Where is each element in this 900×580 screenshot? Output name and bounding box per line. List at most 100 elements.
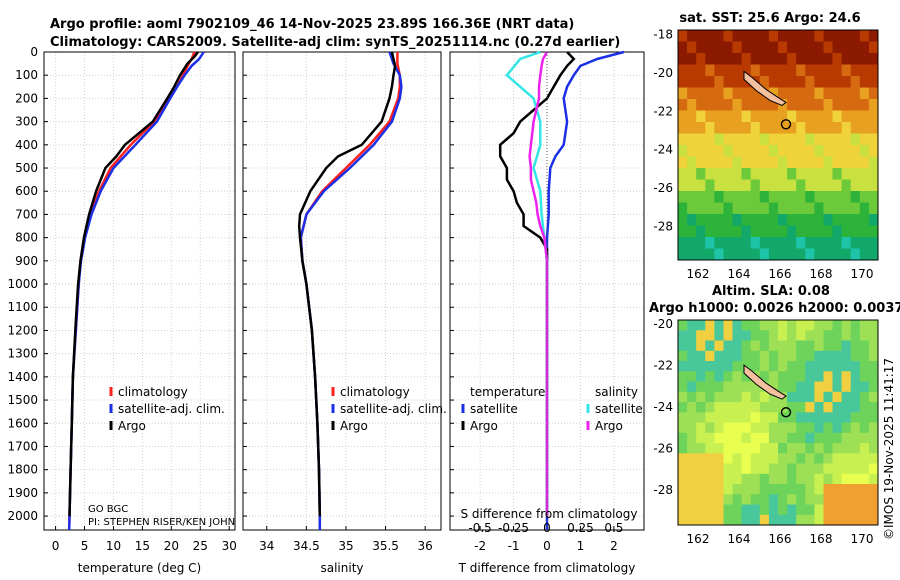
map-cell bbox=[714, 99, 725, 112]
map-cell bbox=[778, 422, 788, 434]
map-cell bbox=[705, 225, 715, 238]
map-cell bbox=[814, 202, 825, 215]
map-cell bbox=[687, 99, 697, 112]
map-cell bbox=[778, 214, 788, 227]
map-cell bbox=[741, 391, 752, 403]
map-cell bbox=[750, 330, 761, 342]
map-cell bbox=[696, 41, 706, 54]
map-cell bbox=[705, 64, 715, 77]
legend-label: satellite bbox=[470, 402, 518, 416]
map-cell bbox=[768, 202, 779, 215]
map-cell bbox=[768, 225, 779, 238]
map-y-tick-label: -28 bbox=[653, 219, 673, 233]
y-tick-label: 200 bbox=[15, 91, 38, 105]
map-cell bbox=[850, 133, 861, 146]
map-cell bbox=[850, 145, 861, 158]
map-cell bbox=[778, 179, 788, 192]
legend-label: Argo bbox=[118, 419, 146, 433]
map-cell bbox=[714, 110, 725, 123]
map-cell bbox=[778, 156, 788, 169]
map-cell bbox=[832, 412, 843, 424]
map-cell bbox=[768, 453, 779, 465]
map-cell bbox=[750, 402, 761, 413]
map-cell bbox=[850, 248, 861, 260]
map-cell bbox=[787, 361, 797, 372]
map-cell bbox=[814, 168, 825, 181]
map-cell bbox=[723, 320, 734, 331]
map-cell bbox=[759, 110, 770, 123]
map-cell bbox=[732, 133, 743, 146]
map-cell bbox=[732, 110, 743, 123]
map-cell bbox=[778, 64, 788, 77]
map-cell bbox=[732, 412, 743, 424]
y-tick-label: 400 bbox=[15, 138, 38, 152]
map-cell bbox=[787, 225, 797, 238]
map-cell bbox=[741, 30, 752, 43]
map-cell bbox=[823, 330, 834, 342]
map-cell bbox=[768, 484, 779, 495]
map-cell bbox=[832, 122, 843, 135]
map-cell bbox=[832, 248, 843, 260]
map-cell bbox=[732, 122, 743, 135]
map-cell bbox=[705, 87, 715, 100]
map-cell bbox=[805, 248, 815, 260]
map-cell bbox=[696, 361, 706, 372]
map-cell bbox=[832, 371, 843, 383]
map-cell bbox=[823, 381, 834, 393]
map-cell bbox=[759, 30, 770, 43]
map-cell bbox=[750, 432, 761, 444]
map-cell bbox=[678, 168, 688, 181]
map-cell bbox=[787, 76, 797, 89]
map-cell bbox=[723, 179, 734, 192]
map-cell bbox=[850, 330, 861, 342]
map-cell bbox=[696, 248, 706, 260]
map-cell bbox=[814, 453, 825, 465]
map-cell bbox=[768, 41, 779, 54]
y-tick-label: 1200 bbox=[7, 323, 38, 337]
map-cell bbox=[814, 514, 825, 525]
map-cell bbox=[768, 110, 779, 123]
map-cell bbox=[850, 443, 861, 454]
map-cell bbox=[714, 87, 725, 100]
map-cell bbox=[687, 381, 697, 393]
map-cell bbox=[850, 340, 861, 352]
map-cell bbox=[750, 514, 761, 525]
map-cell bbox=[687, 225, 697, 238]
map-cell bbox=[750, 191, 761, 204]
map-cell bbox=[832, 504, 843, 516]
sst-map: 162 164 166 168 170 -18 -20 -22 -24 -26 -28 bbox=[653, 28, 879, 281]
map-cell bbox=[814, 41, 825, 54]
map-cell bbox=[787, 99, 797, 112]
map-cell bbox=[823, 320, 834, 331]
map-cell bbox=[850, 473, 861, 485]
map-cell bbox=[705, 202, 715, 215]
map-cell bbox=[805, 179, 815, 192]
island-shape bbox=[743, 70, 787, 106]
map-cell bbox=[814, 402, 825, 413]
sla-map-title-1: Altim. SLA: 0.08 bbox=[712, 284, 830, 299]
map-cell bbox=[778, 191, 788, 204]
map-cell bbox=[696, 191, 706, 204]
map-cell bbox=[850, 371, 861, 383]
map-cell bbox=[732, 168, 743, 181]
map-cell bbox=[705, 340, 715, 352]
map-cell bbox=[732, 330, 743, 342]
map-cell bbox=[859, 432, 870, 444]
map-cell bbox=[714, 350, 725, 362]
map-cell bbox=[732, 432, 743, 444]
map-cell bbox=[796, 504, 806, 516]
map-cell bbox=[678, 53, 688, 66]
map-cell bbox=[805, 340, 815, 352]
map-cell bbox=[787, 30, 797, 43]
map-cell bbox=[759, 214, 770, 227]
map-cell bbox=[723, 202, 734, 215]
map-cell bbox=[814, 350, 825, 362]
map-cell bbox=[868, 179, 878, 192]
map-cell bbox=[850, 494, 861, 506]
map-cell bbox=[832, 494, 843, 506]
map-cell bbox=[868, 122, 878, 135]
map-cell bbox=[750, 391, 761, 403]
map-cell bbox=[759, 463, 770, 475]
map-cell bbox=[823, 248, 834, 260]
map-cell bbox=[714, 133, 725, 146]
